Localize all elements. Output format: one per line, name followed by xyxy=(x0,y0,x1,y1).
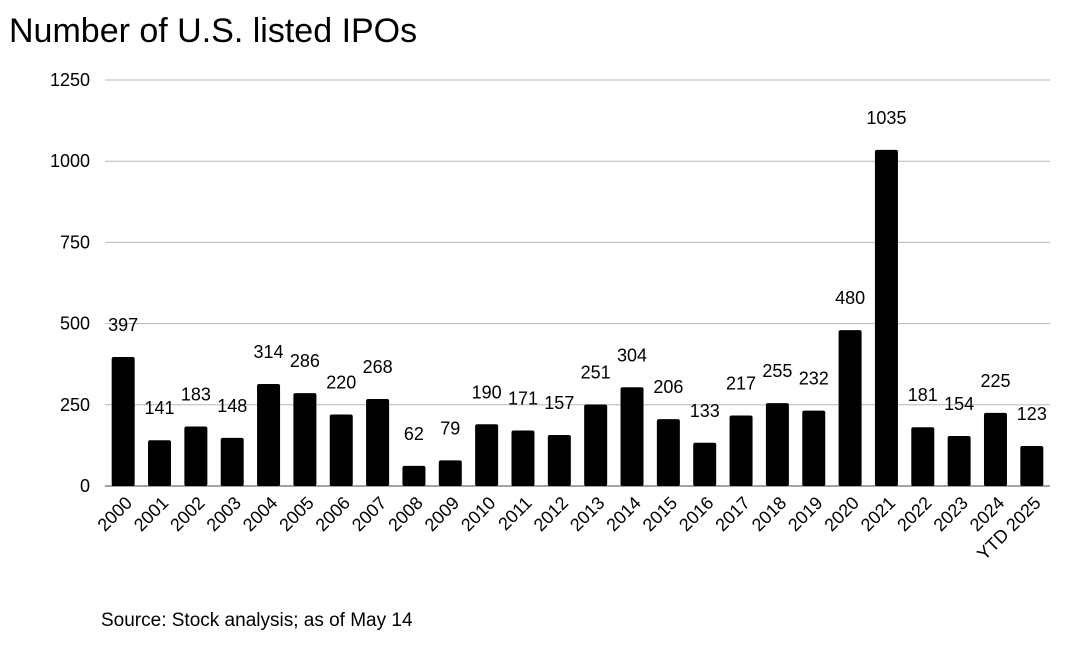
bar xyxy=(1020,446,1044,486)
bar xyxy=(656,419,680,486)
data-label: 232 xyxy=(799,369,829,389)
bar xyxy=(729,415,753,486)
data-label: 123 xyxy=(1017,404,1047,424)
data-label: 154 xyxy=(944,394,974,414)
x-tick-label: 2008 xyxy=(384,493,426,535)
data-label: 171 xyxy=(508,388,538,408)
data-label: 217 xyxy=(726,374,756,394)
data-label: 148 xyxy=(217,396,247,416)
bar xyxy=(293,393,317,486)
bar xyxy=(584,404,608,486)
y-tick-label: 1250 xyxy=(50,70,90,90)
bar xyxy=(511,430,535,486)
x-tick-label: 2002 xyxy=(166,493,208,535)
bar xyxy=(475,424,499,486)
x-tick-label: 2004 xyxy=(239,493,281,535)
data-labels: 397 141 183 148 314 286 220 268 62 79 190 171 157 251… xyxy=(108,108,1047,444)
data-label: 62 xyxy=(404,424,424,444)
x-tick-label: 2016 xyxy=(675,493,717,535)
y-tick-label: 1000 xyxy=(50,151,90,171)
bar xyxy=(947,435,971,486)
x-tick-label: 2005 xyxy=(275,493,317,535)
x-tick-label: 2012 xyxy=(530,493,572,535)
x-tick-label: 2003 xyxy=(203,493,245,535)
x-tick-label: 2014 xyxy=(602,493,644,535)
x-tick-label: 2010 xyxy=(457,493,499,535)
source-note: Source: Stock analysis; as of May 14 xyxy=(101,610,413,631)
chart-title: Number of U.S. listed IPOs xyxy=(9,12,418,50)
x-tick-label: 2011 xyxy=(494,493,536,535)
bar xyxy=(148,440,172,486)
bar-chart: 0 250 500 750 1000 1250 397 141 183 148 314 286 220… xyxy=(50,70,1050,564)
data-label: 181 xyxy=(908,385,938,405)
y-tick-label: 250 xyxy=(60,395,90,415)
data-label: 255 xyxy=(762,361,792,381)
x-tick-label: 2021 xyxy=(857,493,899,535)
x-tick-label: 2006 xyxy=(312,493,354,535)
bar xyxy=(620,387,644,486)
bar xyxy=(184,426,208,486)
data-label: 141 xyxy=(144,398,174,418)
data-label: 206 xyxy=(653,377,683,397)
bar xyxy=(802,410,826,486)
data-label: 220 xyxy=(326,373,356,393)
x-tick-label: 2023 xyxy=(930,493,972,535)
x-tick-label: 2009 xyxy=(421,493,463,535)
data-label: 183 xyxy=(181,385,211,405)
y-tick-label: 0 xyxy=(80,476,90,496)
bar xyxy=(874,149,898,486)
gridlines xyxy=(105,79,1050,487)
data-label: 304 xyxy=(617,345,647,365)
x-tick-label: 2015 xyxy=(639,493,681,535)
bar xyxy=(547,435,571,486)
y-tick-label: 500 xyxy=(60,314,90,334)
data-label: 157 xyxy=(544,393,574,413)
x-tick-label: 2000 xyxy=(94,493,136,535)
bar xyxy=(911,427,935,486)
data-label: 1035 xyxy=(866,108,906,128)
x-tick-label: 2019 xyxy=(784,493,826,535)
data-label: 314 xyxy=(254,342,284,362)
y-tick-label: 750 xyxy=(60,232,90,252)
x-tick-label: 2022 xyxy=(893,493,935,535)
data-label: 480 xyxy=(835,288,865,308)
x-tick-label: 2018 xyxy=(748,493,790,535)
bar xyxy=(220,437,244,486)
data-label: 225 xyxy=(980,371,1010,391)
bar xyxy=(111,357,135,486)
data-label: 268 xyxy=(363,357,393,377)
bar xyxy=(438,460,462,486)
bar xyxy=(366,398,390,486)
bar xyxy=(402,465,426,486)
data-label: 397 xyxy=(108,315,138,335)
data-label: 133 xyxy=(690,401,720,421)
data-label: 286 xyxy=(290,351,320,371)
x-tick-label: 2020 xyxy=(820,493,862,535)
bars xyxy=(111,149,1044,486)
x-tick-label: 2013 xyxy=(566,493,608,535)
x-tick-label: 2001 xyxy=(130,493,172,535)
data-label: 251 xyxy=(581,362,611,382)
bar xyxy=(765,403,789,486)
data-label: 190 xyxy=(472,382,502,402)
bar xyxy=(983,412,1007,486)
bar xyxy=(257,384,281,486)
x-tick-label: 2007 xyxy=(348,493,390,535)
bar xyxy=(838,330,862,486)
data-label: 79 xyxy=(440,418,460,438)
y-axis: 0 250 500 750 1000 1250 xyxy=(50,70,90,496)
bar xyxy=(329,414,353,486)
x-tick-label: 2017 xyxy=(711,493,753,535)
bar xyxy=(693,442,717,486)
x-axis: 2000200120022003200420052006200720082009… xyxy=(94,493,1045,564)
